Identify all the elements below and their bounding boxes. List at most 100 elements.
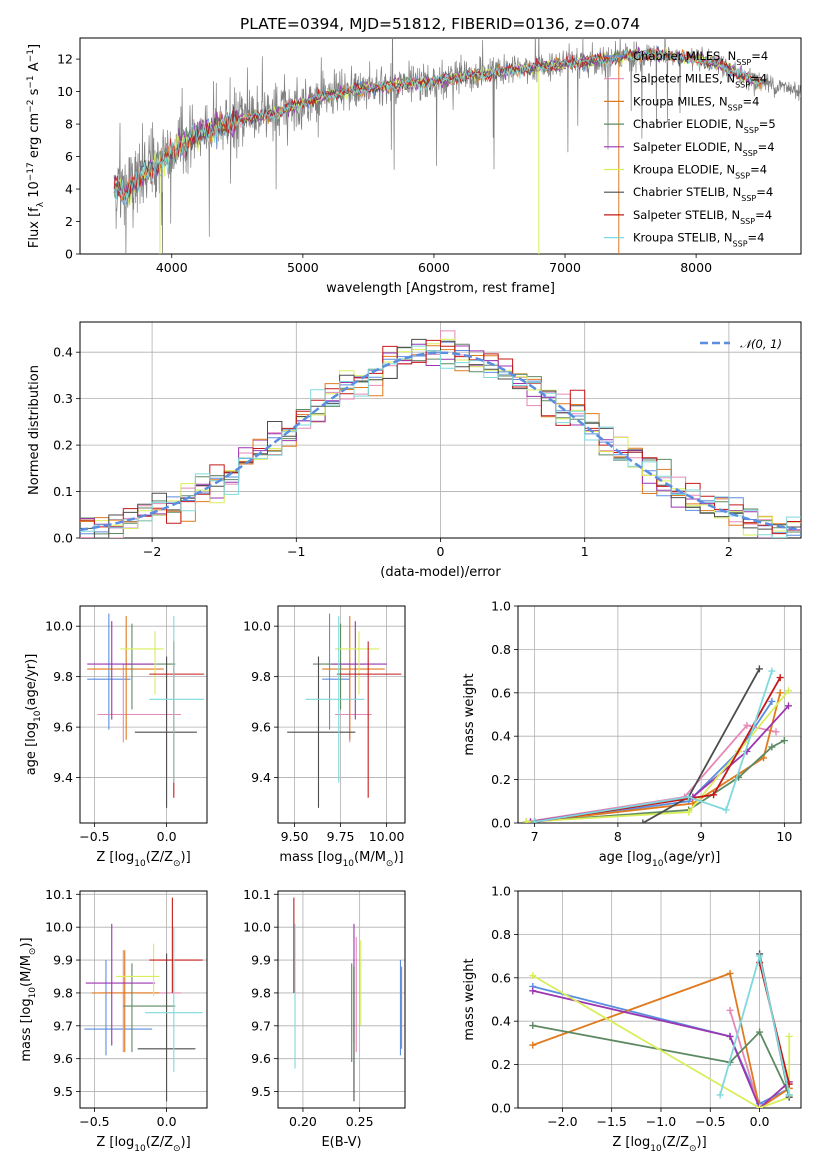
legend-label: Salpeter MILES, NSSP=4 <box>633 72 767 90</box>
age_vs_Z-points <box>87 613 205 808</box>
spectrum-xtick-label: 8000 <box>680 260 712 275</box>
weight-line <box>532 974 791 1108</box>
age_vs_Z-xtick-label: −0.5 <box>79 829 109 844</box>
weight-marker <box>522 818 530 823</box>
weight_vs_Z-ylabel: mass weight <box>462 958 477 1040</box>
weight-marker <box>756 952 764 960</box>
age_vs_mass-xlabel: mass [log10(M/M⊙)] <box>279 850 403 869</box>
weight_vs_age-series <box>522 665 793 823</box>
weight-marker <box>780 737 788 745</box>
figure-title: PLATE=0394, MJD=51812, FIBERID=0136, z=0… <box>240 15 640 33</box>
age_vs_mass-xtick-label: 9.75 <box>327 829 355 844</box>
legend-label: Kroupa STELIB, NSSP=4 <box>633 231 764 249</box>
weight-marker <box>685 793 693 801</box>
mass_vs_ebv-points <box>293 897 403 1102</box>
weight-line <box>526 690 790 823</box>
weight_vs_age-xtick-label: 10 <box>776 829 792 844</box>
legend-label: Salpeter STELIB, NSSP=4 <box>633 208 772 226</box>
weight-marker <box>772 728 780 736</box>
residuals-xtick-label: −1 <box>287 544 305 559</box>
weight-marker <box>768 697 776 705</box>
weight-marker <box>531 818 539 823</box>
weight_vs_Z-ytick-label: 0.2 <box>491 1057 511 1072</box>
residuals-ytick-label: 0.2 <box>53 438 73 453</box>
weight_vs_age-xtick-label: 8 <box>614 829 622 844</box>
weight_vs_Z-ytick-label: 0.8 <box>491 927 511 942</box>
weight_vs_Z-series <box>529 950 793 1108</box>
weight-marker <box>716 1091 724 1099</box>
residuals-ytick-label: 0.3 <box>53 391 73 406</box>
weight_vs_age-ytick-label: 0.4 <box>491 729 511 744</box>
gaussian-curve <box>80 351 801 532</box>
weight-marker <box>743 721 751 729</box>
weight-marker <box>710 791 718 799</box>
legend-label: Chabrier MILES, NSSP=4 <box>633 49 768 67</box>
mass_vs_Z-ytick-label: 9.9 <box>53 953 73 968</box>
spectrum-ytick-label: 4 <box>65 182 73 197</box>
residuals-xtick-label: 0 <box>437 544 445 559</box>
weight-marker <box>529 1041 537 1049</box>
spectrum-frame <box>79 37 802 255</box>
spectrum-lines <box>113 38 801 254</box>
mass_vs_Z-ytick-label: 9.7 <box>53 1018 73 1033</box>
spectrum-legend: Chabrier MILES, NSSP=4 Salpeter MILES, NS… <box>604 49 776 248</box>
weight-marker <box>639 819 647 823</box>
legend-label: Salpeter ELODIE, NSSP=4 <box>633 140 775 158</box>
age_vs_Z-ytick-label: 9.6 <box>53 720 73 735</box>
weight-line <box>534 670 773 823</box>
weight-marker <box>776 674 784 682</box>
spectrum-ytick-label: 12 <box>57 52 73 67</box>
mass_vs_ebv-xtick-label: 0.20 <box>289 1114 317 1129</box>
residuals-xlabel: (data-model)/error <box>380 565 501 580</box>
age_vs_Z-xtick-label: 0.0 <box>157 829 177 844</box>
spectrum-model-line <box>113 48 762 207</box>
weight-line <box>532 972 790 1108</box>
weight-marker <box>785 1032 793 1040</box>
mass_vs_Z-ytick-label: 9.8 <box>53 985 73 1000</box>
spectrum-xlabel: wavelength [Angstrom, rest frame] <box>326 281 555 296</box>
mass_vs_Z-ytick-label: 10.1 <box>45 887 73 902</box>
spectrum-ytick-label: 0 <box>65 247 73 262</box>
age_vs_mass-ytick-label: 9.4 <box>251 770 271 785</box>
mass_vs_ebv-ytick-label: 9.6 <box>251 1051 271 1066</box>
plots-layer: 4000 5000 6000 7000 8000024681012wavelength … <box>19 37 802 1154</box>
mass_vs_ebv-ytick-label: 9.5 <box>251 1084 271 1099</box>
weight_vs_Z-frame <box>517 890 802 1109</box>
mass_vs_Z-ytick-label: 9.6 <box>53 1051 73 1066</box>
mass_vs_ebv-ytick-label: 10.0 <box>243 920 271 935</box>
age_vs_Z-ytick-label: 9.8 <box>53 669 73 684</box>
mass_vs_ebv-frame <box>277 890 406 1109</box>
mass_vs_Z-xtick-label: −0.5 <box>79 1114 109 1129</box>
weight_vs_age-ylabel: mass weight <box>462 673 477 755</box>
mass_vs_ebv-xtick-label: 0.25 <box>346 1114 374 1129</box>
mass_vs_ebv-ytick-label: 9.9 <box>251 953 271 968</box>
mass_vs_Z-xtick-label: 0.0 <box>157 1114 177 1129</box>
weight_vs_Z-ytick-label: 0.4 <box>491 1014 511 1029</box>
mass_vs_ebv-xlabel: E(B-V) <box>321 1135 361 1150</box>
weight_vs_age-xtick-label: 9 <box>697 829 705 844</box>
residuals-ylabel: Normed distribution <box>27 365 42 495</box>
residuals-hists <box>80 330 801 538</box>
weight_vs_age-ytick-label: 0.6 <box>491 685 511 700</box>
weight-marker <box>685 808 693 816</box>
mass_vs_Z-frame <box>79 890 208 1109</box>
weight-marker <box>722 806 730 814</box>
mass_vs_ebv-ytick-label: 9.8 <box>251 985 271 1000</box>
weight_vs_Z-xlabel: Z [log10(Z/Z⊙)] <box>612 1135 706 1154</box>
weight_vs_Z-xtick-label: −0.5 <box>695 1114 725 1129</box>
residuals-xtick-label: 1 <box>581 544 589 559</box>
age_vs_mass-xtick-label: 10.00 <box>369 829 405 844</box>
weight-marker <box>768 667 776 675</box>
mass_vs_Z-xlabel: Z [log10(Z/Z⊙)] <box>96 1135 190 1154</box>
weight-marker <box>529 972 537 980</box>
spectrum-xtick-label: 4000 <box>156 260 188 275</box>
weight-line <box>532 1024 791 1096</box>
mass_vs_Z-ytick-label: 9.5 <box>53 1084 73 1099</box>
weight-marker <box>785 702 793 710</box>
mass_vs_ebv-axes: 0.20 0.25 9.5 9.6 9.7 9.8 9.9 10.0 10.1 E(B-V) <box>243 887 406 1150</box>
spectrum-ytick-label: 2 <box>65 214 73 229</box>
weight_vs_age-xtick-label: 7 <box>531 829 539 844</box>
weight-marker <box>756 1104 764 1108</box>
legend-label: Chabrier STELIB, NSSP=4 <box>633 185 773 203</box>
age_vs_Z-axes: −0.5 0.0 9.4 9.6 9.8 10.0 Z [log10(Z/Z⊙)] age [… <box>24 605 208 869</box>
